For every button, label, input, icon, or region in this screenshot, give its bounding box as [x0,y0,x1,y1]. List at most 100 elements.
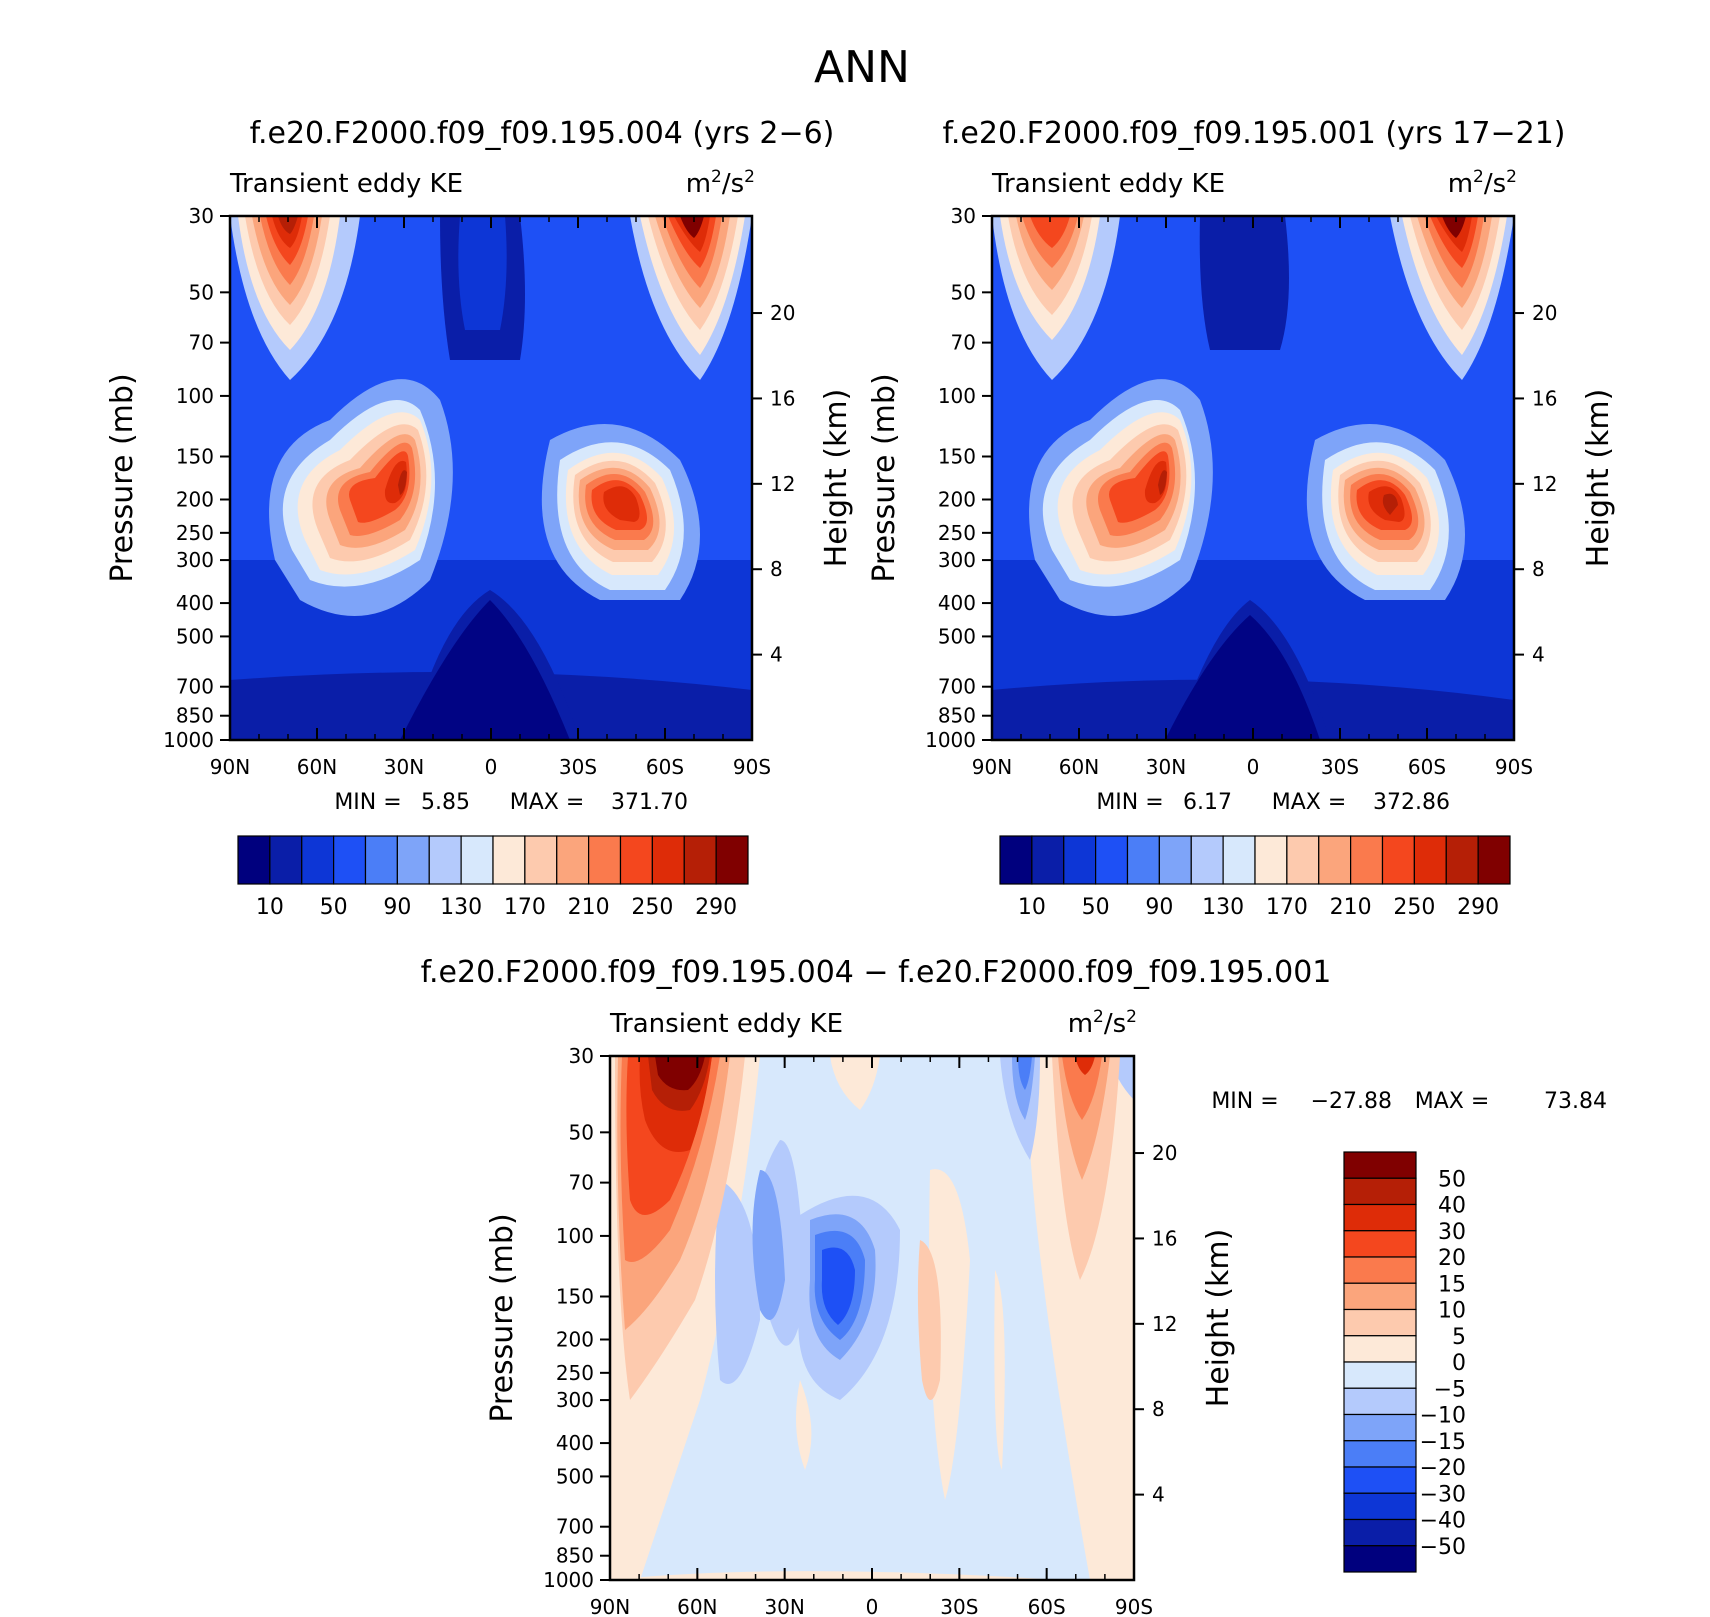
x-tick-label: 30S [1321,755,1359,779]
colorbar-label: −15 [1420,1430,1466,1455]
colorbar-swatch [460,835,494,885]
colorbar-swatch [1343,1230,1417,1258]
y-tick-label: 250 [556,1361,594,1385]
colorbar-swatch [492,835,526,885]
y-tick-label: 30 [951,204,976,228]
y-tick-label: 700 [176,675,214,699]
height-tick-label: 12 [1532,472,1557,496]
height-tick-label: 16 [770,386,795,410]
colorbar-label: −50 [1420,1535,1466,1560]
panel-2-title: f.e20.F2000.f09_f09.195.001 (yrs 17−21) [943,116,1566,151]
height-tick-label: 16 [1532,386,1557,410]
y-tick-label: 400 [176,591,214,615]
colorbar-swatch [301,835,335,885]
page-title: ANN [814,42,910,93]
panel-1-units: m2/s2 [686,167,755,199]
colorbar-swatch [1343,1492,1417,1521]
colorbar-swatch [1126,835,1160,885]
colorbar-swatch [1190,835,1224,885]
panel-2-max-value: 372.86 [1373,790,1450,815]
colorbar-swatch [1445,835,1479,885]
colorbar-swatch [1343,1151,1417,1179]
colorbar-swatch [1350,835,1384,885]
panel-1-min-value: 5.85 [421,790,470,815]
panel-1-variable-label: Transient eddy KE [229,169,463,199]
colorbar-label: 90 [1145,895,1173,920]
x-tick-label: 60S [646,755,684,779]
colorbar-swatch [396,835,430,885]
colorbar-swatch [683,835,717,885]
y-tick-label: 850 [556,1544,594,1568]
colorbar-swatch [1343,1203,1417,1232]
colorbar-swatch [1343,1282,1417,1311]
y-tick-label: 200 [176,487,214,511]
y-tick-label: 150 [556,1285,594,1309]
colorbar-label: 30 [1438,1220,1466,1245]
x-tick-label: 0 [866,1595,879,1617]
panel-3-min-value: −27.88 [1311,1089,1392,1114]
panel-3-ylabel: Pressure (mb) [485,1213,520,1422]
colorbar-swatch [1031,835,1065,885]
y-tick-label: 250 [176,521,214,545]
colorbar-label: 290 [695,895,737,920]
y-tick-label: 100 [938,384,976,408]
colorbar-label: 50 [320,895,348,920]
y-tick-label: 1000 [543,1568,594,1592]
y-tick-label: 70 [951,331,976,355]
colorbar-label: 170 [1266,895,1308,920]
colorbar-swatch [1095,835,1129,885]
colorbar-swatch [619,835,653,885]
colorbar-swatch [1413,835,1447,885]
y-tick-label: 200 [938,487,976,511]
colorbar-label: 0 [1452,1351,1466,1376]
y-tick-label: 300 [556,1388,594,1412]
panel-3-variable-label: Transient eddy KE [609,1009,843,1039]
x-tick-label: 30N [764,1595,804,1617]
colorbar-label: 10 [256,895,284,920]
y-tick-label: 250 [938,521,976,545]
y-tick-label: 500 [556,1464,594,1488]
y-tick-label: 50 [189,280,214,304]
colorbar-label: 20 [1438,1246,1466,1271]
x-tick-label: 30S [940,1595,978,1617]
colorbar-swatch [1343,1466,1417,1494]
x-tick-label: 30N [384,755,424,779]
x-tick-label: 90S [733,755,771,779]
y-tick-label: 850 [938,704,976,728]
height-tick-label: 20 [770,301,795,325]
colorbar-label: 130 [440,895,482,920]
colorbar-swatch [333,835,367,885]
colorbar-swatch [1381,835,1415,885]
x-tick-label: 30S [559,755,597,779]
colorbar-label: 50 [1438,1167,1466,1192]
colorbar-label: 40 [1438,1194,1466,1219]
y-tick-label: 100 [556,1224,594,1248]
colorbar-swatch [1343,1335,1417,1363]
y-tick-label: 30 [189,204,214,228]
panel-2-variable-label: Transient eddy KE [991,169,1225,199]
panel-2-ylabel: Pressure (mb) [867,373,902,582]
colorbar-label: 250 [1393,895,1435,920]
colorbar-swatch [1222,835,1256,885]
height-tick-label: 20 [1152,1141,1177,1165]
height-tick-label: 20 [1532,301,1557,325]
panel-3: f.e20.F2000.f09_f09.195.004 − f.e20.F200… [421,955,1607,1617]
panel-2-max-label: MAX = [1272,790,1347,815]
colorbar-swatch [556,835,590,885]
colorbar-label: 15 [1438,1272,1466,1297]
panel-1-contour-field [230,216,752,740]
panel-1-ylabel-right: Height (km) [819,389,854,568]
panel-1-title: f.e20.F2000.f09_f09.195.004 (yrs 2−6) [250,116,835,151]
y-tick-label: 150 [938,445,976,469]
panel-3-max-label: MAX = [1415,1089,1490,1114]
x-tick-label: 30N [1146,755,1186,779]
y-tick-label: 500 [176,624,214,648]
panel-2-min-value: 6.17 [1183,790,1232,815]
y-tick-label: 200 [556,1327,594,1351]
x-tick-label: 0 [1247,755,1260,779]
x-tick-label: 60N [1059,755,1099,779]
colorbar-label: 210 [568,895,610,920]
y-tick-label: 700 [556,1515,594,1539]
colorbar-swatch [1343,1361,1417,1389]
colorbar-label: 170 [504,895,546,920]
